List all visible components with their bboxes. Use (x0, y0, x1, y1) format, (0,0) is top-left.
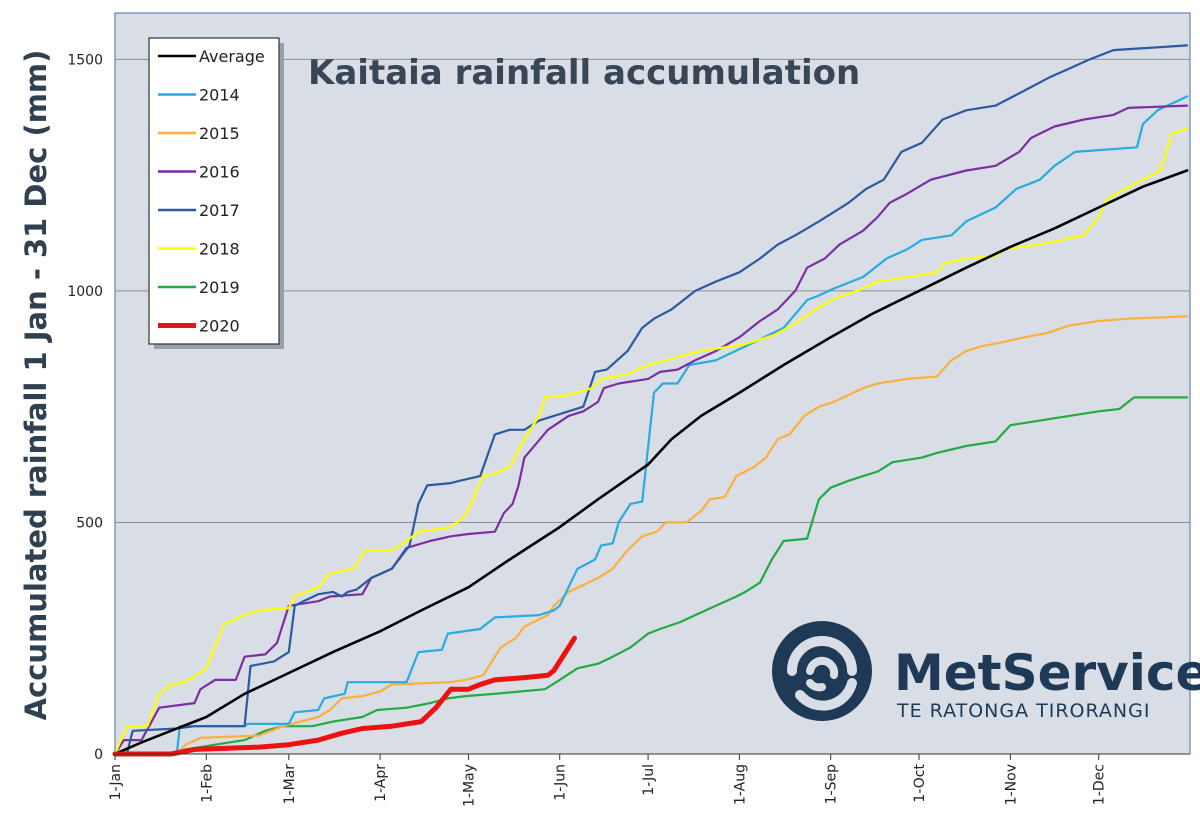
x-tick-label: 1-Mar (282, 764, 298, 805)
y-axis: 0 500 1000 1500 (67, 52, 103, 763)
x-tick-label: 1-Aug (732, 764, 748, 805)
legend-label-2018: 2018 (199, 240, 240, 259)
series-line-2020 (112, 635, 577, 757)
x-tick-label: 1-May (461, 764, 477, 807)
plot-area (114, 12, 1191, 755)
x-tick-label: 1-Jun (553, 764, 569, 801)
x-tick-label: 1-Feb (199, 764, 215, 803)
series-line-2015 (113, 315, 1189, 756)
series-line-average (113, 169, 1189, 756)
y-tick-label: 1000 (67, 284, 103, 300)
legend: Average 2014 2015 2016 2017 2018 2019 2020 (148, 37, 284, 349)
legend-label-average: Average (199, 47, 265, 66)
logo-tagline: TE RATONGA TIRORANGI (896, 700, 1150, 722)
series-layer (112, 44, 1189, 757)
series-line-2019 (113, 396, 1189, 756)
x-tick-label: 1-Apr (373, 764, 389, 802)
series-line-2016 (113, 104, 1189, 756)
y-tick-label: 500 (76, 515, 103, 531)
legend-label-2015: 2015 (199, 124, 240, 143)
metservice-logo: MetService TE RATONGA TIRORANGI (772, 621, 1200, 722)
series-line-2017 (113, 44, 1189, 756)
y-tick-label: 1500 (67, 52, 103, 68)
x-tick-label: 1-Dec (1092, 764, 1108, 805)
x-tick-label: 1-Jan (108, 764, 124, 800)
x-tick-label: 1-Sep (824, 764, 840, 804)
y-tick-label: 0 (94, 747, 103, 763)
metservice-swirl-icon (772, 621, 872, 721)
x-tick-label: 1-Oct (912, 763, 928, 802)
y-axis-label: Accumulated rainfall 1 Jan - 31 Dec (mm) (19, 50, 53, 721)
legend-label-2016: 2016 (199, 163, 240, 182)
x-tick-label: 1-Jul (641, 764, 657, 796)
chart-title: Kaitaia rainfall accumulation (308, 53, 860, 93)
x-axis: 1-Jan 1-Feb 1-Mar 1-Apr 1-May 1-Jun 1-Jul 1-Aug… (108, 753, 1190, 807)
legend-label-2019: 2019 (199, 278, 240, 297)
gridlines (115, 58, 1190, 523)
series-line-2014 (113, 95, 1189, 756)
legend-label-2020: 2020 (199, 317, 240, 336)
legend-box (148, 37, 280, 345)
legend-label-2017: 2017 (199, 201, 240, 220)
logo-wordmark: MetService (894, 644, 1200, 702)
x-tick-label: 1-Nov (1003, 764, 1019, 805)
legend-label-2014: 2014 (199, 86, 240, 105)
